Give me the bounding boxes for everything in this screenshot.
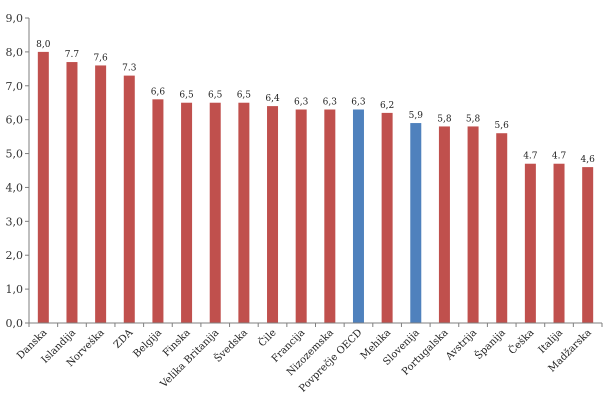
data-label: 7,6 — [93, 53, 108, 63]
category-label: Belgija — [131, 327, 164, 360]
data-label: 5,6 — [495, 121, 510, 131]
data-label: 6,3 — [294, 98, 309, 108]
data-label: 7.3 — [122, 64, 137, 74]
bar — [410, 123, 422, 323]
y-tick-label: 5,0 — [6, 148, 24, 161]
bar — [238, 102, 250, 323]
category-label: Avstrija — [443, 327, 479, 363]
data-label: 4.7 — [552, 152, 567, 162]
bar — [524, 163, 536, 323]
y-tick-label: 4,0 — [6, 181, 24, 194]
bar — [66, 62, 78, 324]
y-tick-label: 9,0 — [6, 12, 24, 25]
bar — [123, 75, 135, 323]
bar — [152, 99, 164, 323]
data-label: 7.7 — [65, 50, 80, 60]
bar — [295, 109, 307, 323]
bar — [95, 65, 107, 323]
y-tick-label: 2,0 — [6, 249, 24, 262]
category-label: Španija — [473, 327, 508, 362]
bar — [267, 106, 279, 323]
bar — [381, 112, 393, 323]
bar — [181, 102, 193, 323]
data-label: 4,6 — [581, 155, 596, 165]
y-tick-label: 6,0 — [6, 114, 24, 127]
data-label: 6,5 — [237, 91, 252, 101]
data-label: 5,8 — [466, 114, 481, 124]
y-tick-label: 3,0 — [6, 215, 24, 228]
category-label: Češka — [506, 327, 536, 357]
bar — [553, 163, 565, 323]
category-label: Čile — [256, 327, 279, 350]
data-label: 6,3 — [351, 98, 366, 108]
category-label: ZDA — [112, 327, 136, 351]
y-tick-label: 1,0 — [6, 283, 24, 296]
data-label: 6,6 — [151, 87, 166, 97]
data-label: 8,0 — [36, 40, 51, 50]
data-labels: 8,0 7.7 7,6 7.3 6,6 6,5 6,5 6,5 6,4 6,3 6,3 6,3 6,2 5… — [36, 40, 595, 165]
data-label: 6,2 — [380, 101, 394, 111]
data-label: 6,3 — [323, 98, 338, 108]
bar — [438, 126, 450, 323]
bar — [209, 102, 221, 323]
y-axis-ticks: 0,0 1,0 2,0 3,0 4,0 5,0 6,0 7,0 8,0 9,0 — [6, 12, 603, 330]
bar — [467, 126, 479, 323]
y-tick-label: 0,0 — [6, 317, 24, 330]
bar — [352, 109, 364, 323]
data-label: 5,9 — [409, 111, 424, 121]
data-label: 4.7 — [523, 152, 538, 162]
data-label: 6,5 — [179, 91, 194, 101]
y-tick-label: 8,0 — [6, 46, 24, 59]
bars — [37, 51, 594, 324]
data-label: 6,5 — [208, 91, 223, 101]
data-label: 6,4 — [265, 94, 280, 104]
bar — [582, 167, 594, 323]
y-tick-label: 7,0 — [6, 80, 24, 93]
bar — [496, 133, 508, 323]
bar — [37, 51, 49, 324]
bar — [324, 109, 336, 323]
data-label: 5,8 — [437, 114, 452, 124]
